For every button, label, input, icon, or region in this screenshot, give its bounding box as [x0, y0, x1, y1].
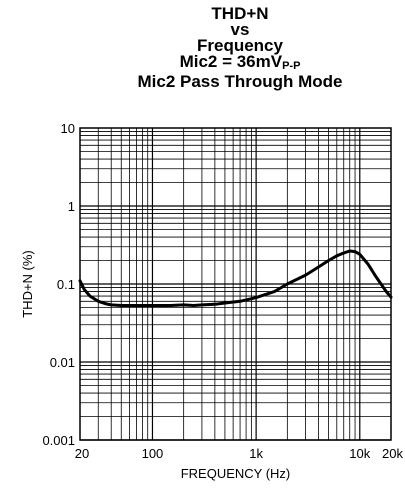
title-line-3: Frequency: [197, 36, 283, 55]
y-tick-label: 1: [68, 199, 75, 214]
y-tick-label: 10: [61, 121, 75, 136]
grid-lines: [79, 128, 392, 441]
title-subscript: P-P: [282, 60, 301, 72]
y-tick-label: 0.001: [42, 433, 75, 448]
x-tick-label: 20: [75, 446, 89, 461]
x-axis-label: FREQUENCY (Hz): [181, 466, 291, 481]
title-line-2: vs: [230, 20, 250, 39]
series-line: [78, 249, 393, 307]
chart-title: THD+N vs Frequency Mic2 = 36mVP-P Mic2 P…: [0, 4, 405, 91]
x-tick-label: 1k: [249, 446, 263, 461]
y-tick-label: 0.1: [57, 277, 75, 292]
tick-labels: 20 100 1k 10k 20k 10 1 0.1 0.01 0.001: [42, 121, 403, 461]
x-tick-label: 20k: [382, 446, 403, 461]
y-axis-label: THD+N (%): [20, 250, 35, 318]
title-line-1: THD+N: [211, 4, 269, 23]
x-tick-label: 100: [142, 446, 164, 461]
title-line-5: Mic2 Pass Through Mode: [137, 72, 343, 91]
x-tick-label: 10k: [349, 446, 370, 461]
title-line-4: Mic2 = 36mVP-P: [179, 52, 301, 72]
y-tick-label: 0.01: [50, 355, 75, 370]
